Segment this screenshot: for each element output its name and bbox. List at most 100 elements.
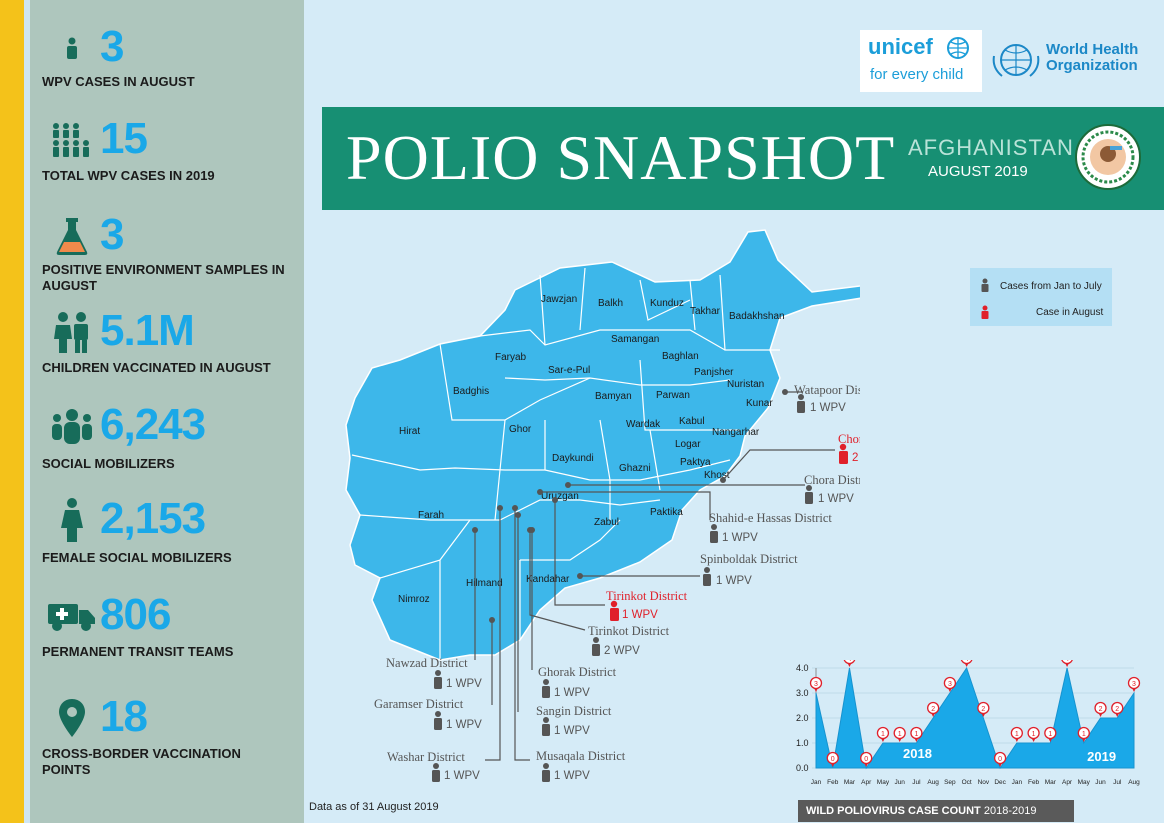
- x-tick-label: May: [877, 779, 890, 786]
- data-label: 0: [998, 756, 1002, 763]
- data-date-note: Data as of 31 August 2019: [309, 801, 439, 813]
- data-marker: [1077, 726, 1090, 740]
- stat-label: CROSS-BORDER VACCINATION POINTS: [42, 746, 241, 777]
- data-marker: [1010, 726, 1023, 740]
- female-icon: [48, 498, 96, 542]
- province-label: Paktika: [650, 507, 683, 518]
- who-line-2: Organization: [1046, 57, 1138, 74]
- unicef-wordmark: unicef: [868, 34, 933, 59]
- x-tick-label: Aug: [1128, 779, 1140, 786]
- person-icon: [48, 26, 96, 70]
- x-tick-label: Aug: [927, 779, 939, 786]
- province-borders: [351, 267, 780, 660]
- unicef-tagline: for every child: [870, 66, 964, 83]
- x-tick-label: Jul: [912, 779, 921, 786]
- stat-label: WPV CASES IN AUGUST: [42, 74, 195, 89]
- case-count: 1 WPV: [554, 770, 590, 782]
- province-label: Khost: [704, 470, 730, 481]
- district-name: Chora District: [804, 473, 860, 487]
- data-marker: [1094, 701, 1107, 715]
- chart-caption-title: WILD POLIOVIRUS CASE COUNT: [806, 805, 981, 817]
- case-count: 1 WPV: [810, 402, 846, 414]
- who-emblem-icon: [992, 44, 1040, 77]
- data-label: 3: [814, 681, 818, 688]
- district-name: Shahid-e Hassas District: [709, 511, 832, 525]
- case-count: 1 WPV: [554, 725, 590, 737]
- district-name: Tirinkot District: [588, 624, 670, 638]
- map-legend: Cases from Jan to July Case in August: [970, 268, 1112, 326]
- province-label: Takhar: [690, 306, 721, 317]
- case-count-chart: 4.0 3.0 2.0 1.0 0.0 2018 2019 3 0 4 0 1 1 1 2 3 4 2 0 1 1 1 4 1…: [796, 660, 1141, 786]
- district-name-august: Chora District: [838, 432, 860, 446]
- data-marker: [1127, 676, 1141, 690]
- province-label: Baghlan: [662, 351, 699, 362]
- province-label: Nimroz: [398, 594, 430, 605]
- stat-label: CHILDREN VACCINATED IN AUGUST: [42, 360, 271, 375]
- data-marker: [943, 676, 957, 690]
- case-count: 1 WPV: [444, 770, 480, 782]
- data-label: 3: [1132, 681, 1136, 688]
- data-marker: [977, 701, 990, 715]
- x-tick-label: Apr: [861, 779, 872, 786]
- province-label: Wardak: [626, 419, 661, 430]
- afghanistan-map: Jawzjan Balkh Kunduz Takhar Badakhshan S…: [345, 229, 860, 782]
- x-tick-label: Apr: [1062, 779, 1073, 786]
- stat-value: 5.1M: [100, 306, 195, 355]
- x-tick-label: Sep: [944, 779, 956, 786]
- x-tick-label: Jan: [1012, 779, 1023, 786]
- district-name: Sangin District: [536, 704, 612, 718]
- province-label: Daykundi: [552, 453, 594, 464]
- stat-label: SOCIAL MOBILIZERS: [42, 456, 175, 471]
- data-label: 2: [981, 706, 985, 713]
- data-marker: [927, 701, 940, 715]
- data-label: 4: [848, 660, 852, 663]
- province-label: Kabul: [679, 416, 705, 427]
- y-tick-label: 3.0: [796, 688, 809, 698]
- province-label: Hirat: [399, 426, 420, 437]
- data-marker: [860, 751, 873, 765]
- case-count-august: 2 WPV: [852, 452, 860, 464]
- chart-caption: WILD POLIOVIRUS CASE COUNT 2018-2019: [798, 800, 1074, 822]
- year-label: 2019: [1087, 749, 1116, 764]
- y-tick-label: 2.0: [796, 713, 809, 723]
- data-label: 1: [1082, 731, 1086, 738]
- x-tick-label: Mar: [1045, 779, 1057, 786]
- yellow-accent-bar: [0, 0, 24, 823]
- stat-value: 6,243: [100, 400, 206, 449]
- data-marker: [1027, 726, 1040, 740]
- data-label: 1: [1015, 731, 1019, 738]
- who-logo-text: World Health Organization: [1046, 42, 1138, 74]
- district-name: Ghorak District: [538, 665, 617, 679]
- stat-value: 2,153: [100, 494, 206, 543]
- x-tick-label: Dec: [994, 779, 1006, 786]
- province-label: Kunar: [746, 398, 773, 409]
- district-name: Musaqala District: [536, 749, 626, 763]
- case-count: 1 WPV: [716, 575, 752, 587]
- district-name-august: Tirinkot District: [606, 589, 688, 603]
- province-label: Badakhshan: [729, 311, 785, 322]
- data-label: 3: [948, 681, 952, 688]
- x-tick-label: Jun: [1095, 779, 1106, 786]
- province-label: Uruzgan: [541, 491, 579, 502]
- stat-label: PERMANENT TRANSIT TEAMS: [42, 644, 234, 659]
- province-label: Faryab: [495, 352, 527, 363]
- data-marker: [1044, 726, 1057, 740]
- stat-value: 3: [100, 210, 125, 259]
- children-icon: [48, 310, 96, 354]
- x-tick-label: Jan: [811, 779, 822, 786]
- data-label: 0: [864, 756, 868, 763]
- unicef-globe-icon: [947, 37, 969, 59]
- leader-dots: [472, 389, 788, 623]
- case-count: 2 WPV: [604, 645, 640, 657]
- district-name: Watapoor District: [794, 383, 860, 397]
- stat-value: 18: [100, 692, 148, 741]
- data-label: 1: [898, 731, 902, 738]
- x-tick-label: Jul: [1113, 779, 1122, 786]
- province-label: Panjsher: [694, 367, 734, 378]
- stat-value: 15: [100, 114, 148, 163]
- data-marker: [826, 751, 839, 765]
- data-marker: [960, 660, 973, 665]
- province-label: Logar: [675, 439, 701, 450]
- data-marker: [993, 751, 1007, 765]
- stat-value: 3: [100, 22, 125, 71]
